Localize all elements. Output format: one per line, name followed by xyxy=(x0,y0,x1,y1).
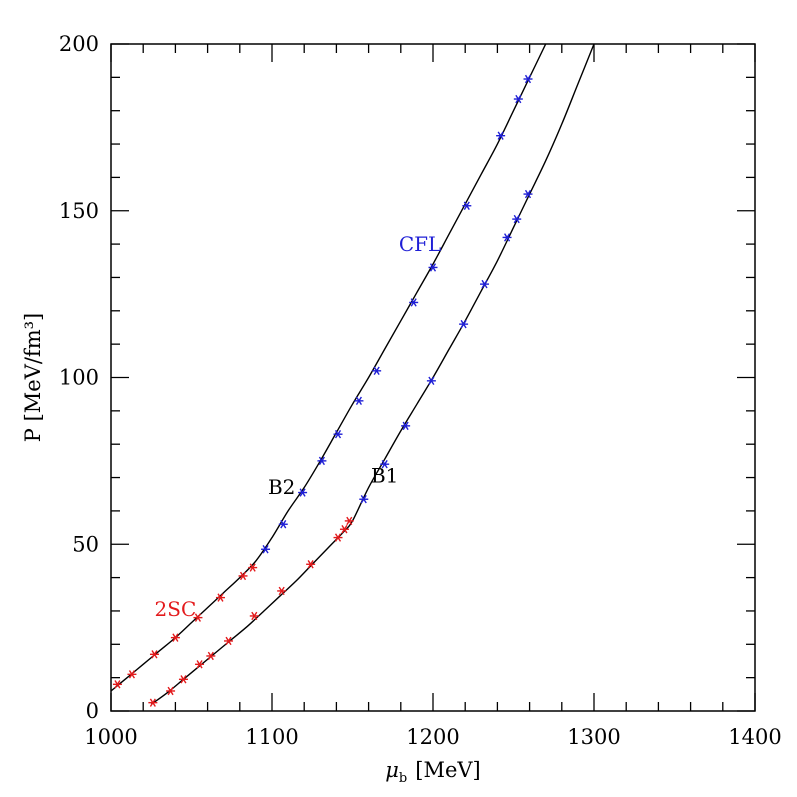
point-cfl-b2 xyxy=(496,131,506,140)
point-cfl-b1 xyxy=(480,279,490,289)
point-cfl-b2 xyxy=(298,488,308,497)
annotation-b1: B1 xyxy=(371,464,398,488)
point-2sc-b1 xyxy=(206,651,216,661)
curve-b2 xyxy=(111,44,547,692)
x-tick-label: 1100 xyxy=(245,725,298,749)
annotations-layer: CFL B2 B1 2SC xyxy=(155,232,442,621)
point-2sc-b1 xyxy=(339,525,349,534)
point-cfl-b1 xyxy=(359,495,369,504)
point-2sc-b1 xyxy=(249,611,259,621)
point-2sc-b1 xyxy=(224,636,234,646)
point-2sc-b2 xyxy=(248,563,258,572)
x-tick-label: 1200 xyxy=(406,725,459,749)
point-2sc-b2 xyxy=(149,650,159,659)
annotation-cfl: CFL xyxy=(399,232,441,256)
point-2sc-b1 xyxy=(306,560,316,569)
x-tick-label: 1400 xyxy=(728,725,781,749)
point-cfl-b2 xyxy=(409,298,419,307)
point-cfl-b2 xyxy=(428,263,438,272)
y-tick-label: 150 xyxy=(59,199,99,223)
y-tick-label: 50 xyxy=(72,532,99,556)
point-2sc-b2 xyxy=(193,613,203,622)
point-cfl-b1 xyxy=(523,189,533,199)
plot-frame xyxy=(110,43,756,712)
point-cfl-b2 xyxy=(261,545,271,554)
x-tick-label: 1300 xyxy=(567,725,620,749)
point-2sc-b1 xyxy=(178,675,188,684)
point-cfl-b2 xyxy=(317,456,327,466)
tick-labels-layer: 1000 1100 1200 1300 1400 0 50 100 150 200 xyxy=(59,32,782,749)
point-2sc-b2 xyxy=(127,670,137,679)
point-cfl-b2 xyxy=(354,396,364,406)
point-2sc-b2 xyxy=(238,571,248,581)
y-tick-label: 0 xyxy=(86,699,99,723)
point-cfl-b2 xyxy=(513,94,523,104)
point-cfl-b2 xyxy=(462,201,472,210)
point-cfl-b2 xyxy=(372,366,382,376)
point-cfl-b1 xyxy=(380,460,390,469)
point-2sc-b1 xyxy=(333,533,343,542)
point-2sc-b1 xyxy=(344,516,354,526)
point-2sc-b2 xyxy=(215,593,225,602)
point-cfl-b2 xyxy=(523,74,533,84)
point-2sc-b1 xyxy=(148,698,158,707)
point-2sc-b1 xyxy=(277,586,287,596)
x-axis-label: μb [MeV] xyxy=(385,758,480,786)
point-2sc-b1 xyxy=(166,686,176,696)
point-cfl-b1 xyxy=(426,376,436,386)
point-cfl-b1 xyxy=(502,233,512,242)
point-2sc-b2 xyxy=(112,680,122,689)
point-cfl-b1 xyxy=(401,421,411,431)
point-cfl-b1 xyxy=(512,214,522,224)
point-cfl-b2 xyxy=(333,429,343,439)
curve-b1 xyxy=(150,44,595,705)
y-axis-label: P [MeV/fm³] xyxy=(21,313,45,442)
y-tick-label: 100 xyxy=(59,366,99,390)
point-2sc-b2 xyxy=(170,633,180,642)
point-cfl-b2 xyxy=(278,520,288,529)
x-tick-label: 1000 xyxy=(84,725,137,749)
point-2sc-b1 xyxy=(195,660,205,669)
annotation-2sc: 2SC xyxy=(155,597,197,621)
points-layer xyxy=(112,74,533,707)
y-tick-label: 200 xyxy=(59,32,99,56)
point-cfl-b1 xyxy=(459,319,469,329)
annotation-b2: B2 xyxy=(268,475,295,499)
